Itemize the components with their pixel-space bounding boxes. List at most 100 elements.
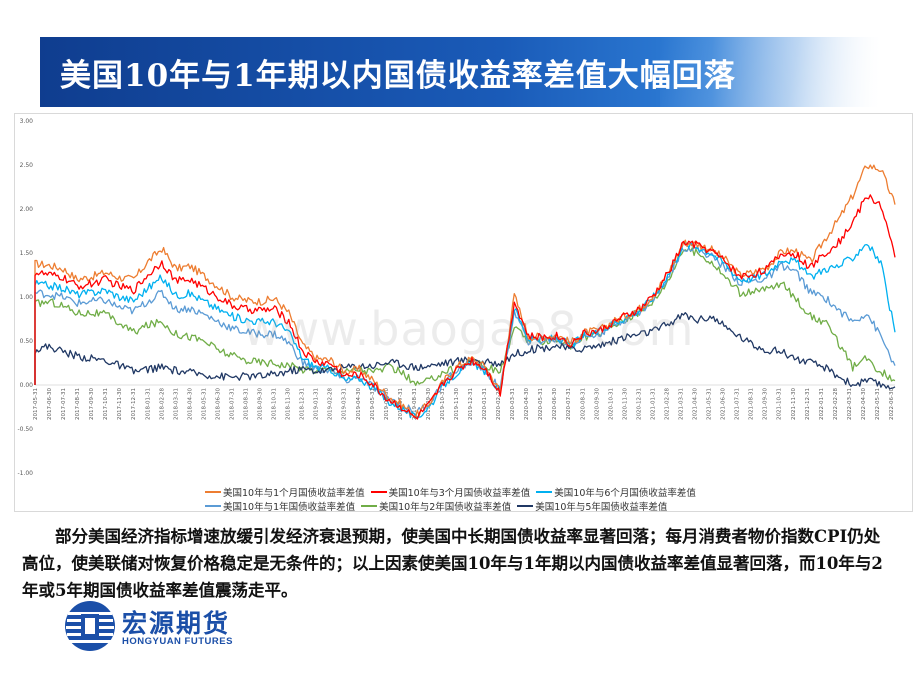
- x-tick-label: 2018-07-31: [229, 388, 235, 420]
- y-tick-label: 1.50: [20, 250, 34, 257]
- banner-shine: [660, 37, 880, 107]
- x-tick-label: 2018-04-30: [187, 388, 193, 420]
- legend-label: 美国10年与1个月国债收益率差值: [223, 487, 365, 499]
- summary-paragraph: 部分美国经济指标增速放缓引发经济衰退预期，使美国中长期国债收益率显著回落；每月消…: [22, 527, 883, 600]
- legend-label: 美国10年与1年国债收益率差值: [223, 501, 356, 513]
- series-line-5: [34, 312, 896, 390]
- x-tick-label: 2020-03-31: [510, 388, 516, 420]
- x-tick-label: 2018-01-31: [145, 388, 151, 420]
- x-tick-label: 2018-02-28: [159, 388, 165, 420]
- logo-mark-icon: [65, 601, 115, 651]
- yield-spread-chart: 3.00 2.50 2.00 1.50 1.00 0.50 0.00 -0.50 -1.00 20…: [17, 118, 896, 477]
- x-tick-label: 2022-06-30: [889, 388, 895, 420]
- x-tick-label: 2020-08-31: [580, 388, 586, 420]
- legend-item: 美国10年与6个月国债收益率差值: [536, 485, 696, 499]
- x-tick-label: 2021-08-31: [749, 388, 755, 420]
- x-tick-label: 2021-02-28: [664, 388, 670, 420]
- logo-name-en: HONGYUAN FUTURES: [122, 636, 233, 647]
- legend-item: 美国10年与2年国债收益率差值: [361, 499, 512, 513]
- x-tick-label: 2021-06-30: [721, 388, 727, 420]
- x-tick-label: 2017-09-30: [89, 388, 95, 420]
- x-tick-label: 2020-06-30: [552, 388, 558, 420]
- x-tick-label: 2018-08-31: [243, 388, 249, 420]
- x-tick-label: 2019-01-31: [314, 388, 320, 420]
- x-tick-label: 2020-01-31: [482, 388, 488, 420]
- y-tick-label: -0.50: [17, 426, 33, 433]
- x-tick-label: 2018-09-30: [258, 388, 264, 420]
- x-tick-label: 2019-03-31: [342, 388, 348, 420]
- legend-label: 美国10年与2年国债收益率差值: [379, 501, 512, 513]
- legend-label: 美国10年与6个月国债收益率差值: [554, 487, 696, 499]
- legend-row: 美国10年与1个月国债收益率差值 美国10年与3个月国债收益率差值 美国10年与6个…: [205, 485, 765, 499]
- watermark-text: www.baogao8.com: [243, 302, 695, 356]
- x-tick-label: 2021-10-31: [777, 388, 783, 420]
- x-tick-label: 2017-07-31: [61, 388, 67, 420]
- x-tick-label: 2019-04-30: [356, 388, 362, 420]
- x-tick-label: 2018-12-31: [300, 388, 306, 420]
- legend-swatch: [536, 490, 553, 493]
- x-tick-label: 2022-02-28: [833, 388, 839, 420]
- x-tick-label: 2017-11-30: [117, 388, 123, 420]
- legend-item: 美国10年与5年国债收益率差值: [517, 499, 668, 513]
- x-tick-label: 2022-05-31: [875, 388, 881, 420]
- x-tick-label: 2022-03-31: [847, 388, 853, 420]
- x-tick-label: 2017-08-31: [75, 388, 81, 420]
- x-tick-label: 2021-12-31: [805, 388, 811, 420]
- x-tick-label: 2017-12-31: [131, 388, 137, 420]
- y-tick-label: 1.00: [20, 294, 34, 301]
- x-tick-label: 2021-07-31: [735, 388, 741, 420]
- x-tick-label: 2021-04-30: [693, 388, 699, 420]
- x-tick-label: 2020-12-31: [636, 388, 642, 420]
- x-tick-label: 2022-01-31: [819, 388, 825, 420]
- x-tick-label: 2019-05-31: [370, 388, 376, 420]
- legend-item: 美国10年与3个月国债收益率差值: [370, 485, 531, 499]
- x-tick-label: 2020-02-29: [496, 388, 502, 420]
- x-tick-label: 2021-11-30: [791, 388, 797, 420]
- legend-swatch: [205, 490, 221, 493]
- x-tick-label: 2019-06-30: [384, 388, 390, 420]
- x-tick-label: 2018-06-30: [215, 388, 221, 420]
- y-tick-label: 2.00: [20, 206, 34, 213]
- chart-legend: 美国10年与1个月国债收益率差值 美国10年与3个月国债收益率差值 美国10年与6个…: [205, 485, 765, 513]
- x-tick-label: 2020-11-30: [622, 388, 628, 420]
- legend-label: 美国10年与5年国债收益率差值: [535, 501, 668, 513]
- x-tick-label: 2017-06-30: [47, 388, 53, 420]
- legend-swatch: [361, 504, 378, 507]
- series-line-1: [34, 194, 896, 420]
- x-tick-label: 2021-05-31: [707, 388, 713, 420]
- x-tick-label: 2018-05-31: [201, 388, 207, 420]
- x-tick-label: 2018-10-31: [272, 388, 278, 420]
- y-tick-label: 2.50: [20, 162, 34, 169]
- x-tick-label: 2019-09-30: [426, 388, 432, 420]
- x-tick-label: 2019-12-31: [468, 388, 474, 420]
- y-tick-label: 3.00: [20, 118, 34, 125]
- x-tick-label: 2019-08-31: [412, 388, 418, 420]
- x-tick-label: 2020-09-30: [594, 388, 600, 420]
- y-tick-label: 0.00: [20, 382, 34, 389]
- legend-row: 美国10年与1年国债收益率差值 美国10年与2年国债收益率差值 美国10年与5年国债…: [205, 499, 765, 513]
- legend-swatch: [517, 504, 534, 507]
- logo-name-cn: 宏源期货: [122, 609, 231, 638]
- x-tick-label: 2021-03-31: [679, 388, 685, 420]
- legend-label: 美国10年与3个月国债收益率差值: [388, 487, 531, 499]
- x-tick-label: 2020-04-30: [524, 388, 530, 420]
- x-tick-label: 2021-01-31: [650, 388, 656, 420]
- x-tick-label: 2020-07-31: [566, 388, 572, 420]
- legend-item: 美国10年与1年国债收益率差值: [205, 499, 356, 513]
- x-tick-label: 2021-09-30: [763, 388, 769, 420]
- y-tick-label: 0.50: [20, 338, 34, 345]
- y-tick-label: -1.00: [17, 470, 33, 477]
- x-tick-label: 2017-05-31: [33, 388, 39, 420]
- legend-item: 美国10年与1个月国债收益率差值: [205, 485, 365, 499]
- legend-swatch: [205, 504, 221, 507]
- x-tick-label: 2019-10-31: [440, 388, 446, 420]
- series-line-0: [34, 164, 896, 418]
- x-tick-label: 2017-10-31: [103, 388, 109, 420]
- chart-frame: 3.00 2.50 2.00 1.50 1.00 0.50 0.00 -0.50 -1.00 20…: [14, 113, 913, 513]
- x-tick-label: 2020-05-31: [538, 388, 544, 420]
- x-tick-label: 2018-03-31: [173, 388, 179, 420]
- x-tick-label: 2019-02-28: [328, 388, 334, 420]
- x-tick-label: 2019-11-30: [454, 388, 460, 420]
- page-title: 美国10年与1年期以内国债收益率差值大幅回落: [60, 58, 736, 94]
- x-tick-label: 2022-04-30: [861, 388, 867, 420]
